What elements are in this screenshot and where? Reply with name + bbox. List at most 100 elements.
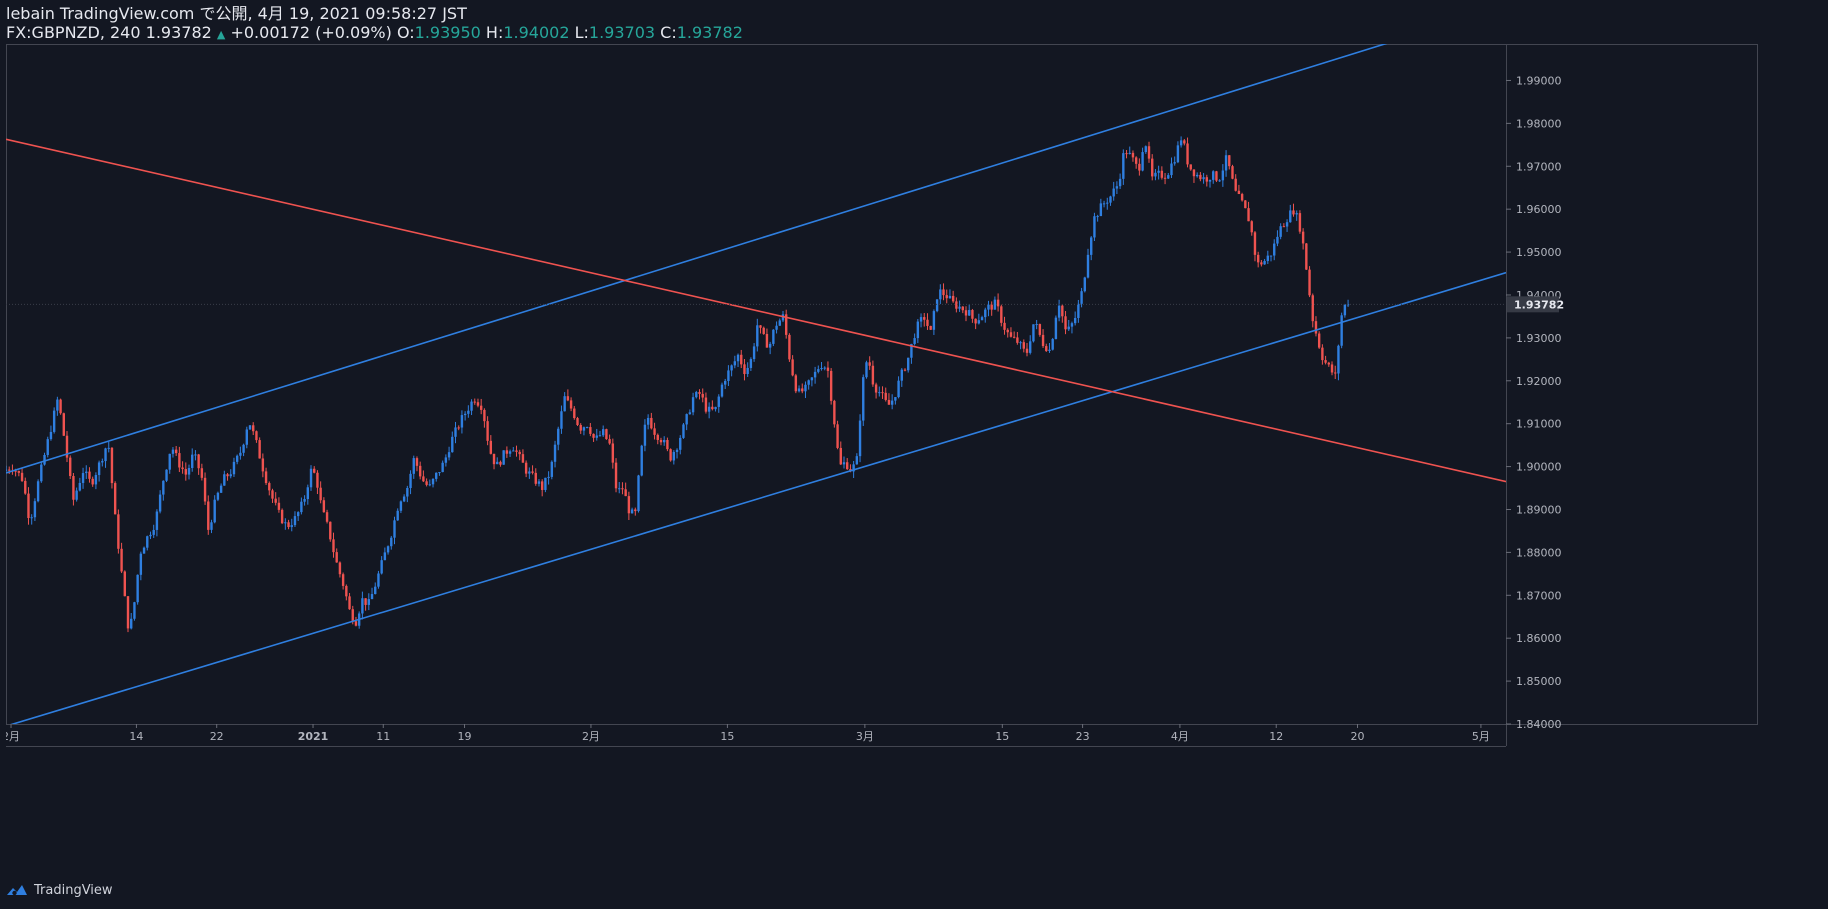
lower-channel-line [10,271,1506,724]
candle-body [1247,208,1250,222]
change-value: +0.00172 (+0.09%) [230,23,392,42]
candle-body [1334,372,1337,374]
candle-body [200,468,204,478]
candle-body [768,343,772,348]
candle-body [1273,243,1276,256]
candle-body [695,392,698,398]
candle-body [386,546,390,553]
candle-body [910,343,913,358]
candle-body [679,437,682,450]
candle-body [1041,334,1045,347]
candle-body [1215,171,1218,181]
candle-body [165,469,168,481]
candle-body [1112,188,1115,197]
candle-body [923,317,926,320]
candle-body [926,319,929,326]
candle-body [601,429,605,436]
candle-body [447,452,451,458]
candle-body [1173,162,1176,164]
price-chart[interactable]: 1.990001.980001.970001.960001.950001.940… [6,44,1758,843]
candle-body [406,488,409,497]
candle-body [399,501,403,511]
candle-body [226,474,229,477]
candle-body [1218,180,1221,182]
candle-body [1045,346,1048,351]
candle-body [139,553,143,575]
candle-body [473,401,476,403]
candle-body [1298,213,1302,232]
candle-body [858,420,862,457]
candle-body [984,309,987,318]
candle-body [662,440,666,443]
candle-body [1276,236,1279,244]
candle-body [303,499,306,502]
candle-body [277,502,281,510]
candle-body [1061,305,1064,317]
candle-body [1064,316,1067,330]
candle-body [1176,145,1180,163]
candle-body [329,521,332,540]
candle-body [1224,155,1228,171]
high-label: H: [485,23,504,42]
candle-body [1337,345,1340,374]
candle-body [264,471,268,484]
candle-body [964,310,968,316]
candle-body [823,367,826,369]
candle-body [980,317,984,321]
candle-body [412,458,415,474]
candle-body [1144,146,1147,153]
candle-body [993,299,997,310]
candle-body [1022,342,1025,349]
candle-body [20,472,24,481]
candle-body [508,451,512,454]
candle-body [621,488,624,490]
candle-body [919,317,923,322]
candle-body [569,400,573,409]
candle-body [945,295,948,299]
brand-label: TradingView [34,882,113,898]
chart-area[interactable]: 1.99000 1.98000 1.97000 1.96000 1.95000 1.940… [6,44,1758,843]
candle-body [996,299,1000,307]
candle-body [24,480,27,494]
candle-body [284,522,287,524]
candle-body [624,489,627,497]
candle-body [59,399,62,414]
candle-body [855,456,859,465]
candle-body [736,354,740,362]
candle-body [1125,153,1128,155]
candle-body [1035,324,1038,326]
candle-body [531,471,534,473]
candle-body [804,384,807,392]
candle-body [778,320,781,326]
candle-body [1317,333,1321,348]
candle-body [255,431,258,441]
candle-body [544,477,547,490]
candle-body [319,487,322,501]
candle-body [107,447,110,449]
candle-body [390,537,393,547]
candle-body [1029,341,1032,353]
candle-body [1234,178,1237,191]
candle-body [223,474,226,486]
candle-body [235,455,239,462]
y-tick-label: 1.84000 [1516,718,1562,731]
candle-body [890,400,894,405]
x-tick-label: 23 [1076,730,1090,743]
candle-body [977,320,981,324]
candle-body [547,476,550,478]
candle-body [309,468,313,488]
upper-channel-line [6,44,1388,474]
candle-body [338,562,342,575]
chart-frame-border [6,44,1758,725]
candle-body [743,364,746,375]
candle-body [120,548,123,572]
candle-body [149,534,152,537]
x-tick-label: 19 [458,730,472,743]
candle-body [762,327,765,334]
low-label: L: [574,23,589,42]
candle-body [1141,152,1144,171]
candle-body [1308,269,1311,296]
open-value: 1.93950 [414,23,481,42]
candle-body [881,392,884,394]
candle-body [1263,260,1266,265]
